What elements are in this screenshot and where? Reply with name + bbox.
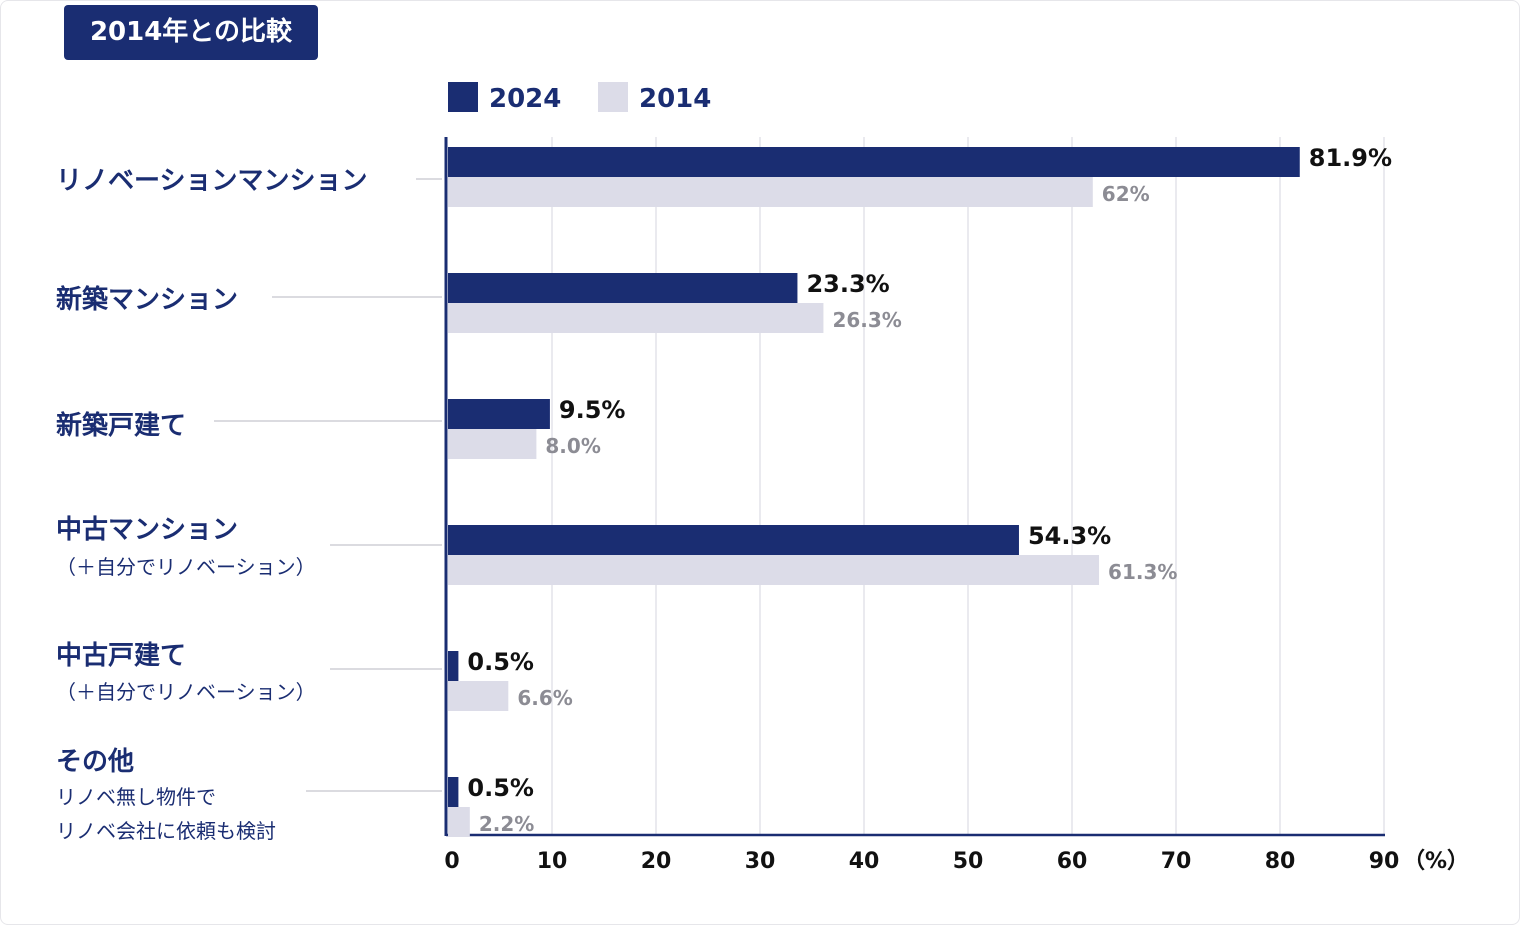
category-label: リノベーションマンション [56, 166, 367, 196]
value-label-2014: 2.2% [479, 812, 534, 836]
x-tick-label: 90 [1369, 849, 1400, 874]
value-label-2024: 0.5% [467, 774, 534, 802]
x-tick-label: 50 [953, 849, 984, 874]
bar-2024 [448, 525, 1019, 555]
x-tick-label: 40 [849, 849, 880, 874]
category-sublabel: リノベ会社に依頼も検討 [56, 819, 276, 843]
bar-2024 [448, 273, 798, 303]
legend-swatch-2024 [448, 82, 478, 112]
value-label-2024: 0.5% [467, 648, 534, 676]
bar-2014 [448, 177, 1093, 207]
value-label-2014: 61.3% [1108, 560, 1177, 584]
category-label: 中古戸建て [56, 641, 186, 671]
x-tick-label: 80 [1265, 849, 1296, 874]
bar-2014 [448, 681, 509, 711]
value-label-2014: 26.3% [832, 308, 901, 332]
x-tick-label: 30 [745, 849, 776, 874]
chart-title-badge: 2014年との比較 [64, 5, 318, 60]
legend-label-2014: 2014 [639, 84, 711, 114]
x-tick-label: 70 [1161, 849, 1192, 874]
value-label-2014: 62% [1102, 182, 1150, 206]
category-label: 中古マンション [56, 515, 238, 545]
bar-2014 [448, 807, 470, 837]
bar-2024 [448, 147, 1300, 177]
x-tick-label: 10 [537, 849, 568, 874]
value-label-2024: 54.3% [1028, 522, 1111, 550]
category-label: 新築マンション [56, 284, 238, 315]
value-label-2024: 9.5% [559, 396, 626, 424]
x-tick-label: 60 [1057, 849, 1088, 874]
category-sublabel: （＋自分でリノベーション） [56, 555, 316, 579]
category-label: その他 [56, 747, 134, 777]
bar-2014 [448, 303, 824, 333]
category-label: 新築戸建て [56, 410, 186, 441]
bar-2024 [448, 399, 550, 429]
x-tick-label: 20 [641, 849, 672, 874]
value-label-2024: 23.3% [806, 270, 889, 298]
x-tick-label: 0 [444, 849, 459, 874]
value-label-2014: 6.6% [517, 686, 572, 710]
value-label-2024: 81.9% [1309, 144, 1392, 172]
bar-2024 [448, 777, 459, 807]
legend-label-2024: 2024 [489, 84, 561, 114]
bar-2014 [448, 429, 537, 459]
category-sublabel: （＋自分でリノベーション） [56, 680, 316, 704]
legend-swatch-2014 [598, 82, 628, 112]
value-label-2014: 8.0% [545, 434, 600, 458]
bar-2024 [448, 651, 459, 681]
category-sublabel: リノベ無し物件で [56, 785, 216, 809]
bar-2014 [448, 555, 1100, 585]
x-unit-label: （%） [1403, 849, 1469, 874]
